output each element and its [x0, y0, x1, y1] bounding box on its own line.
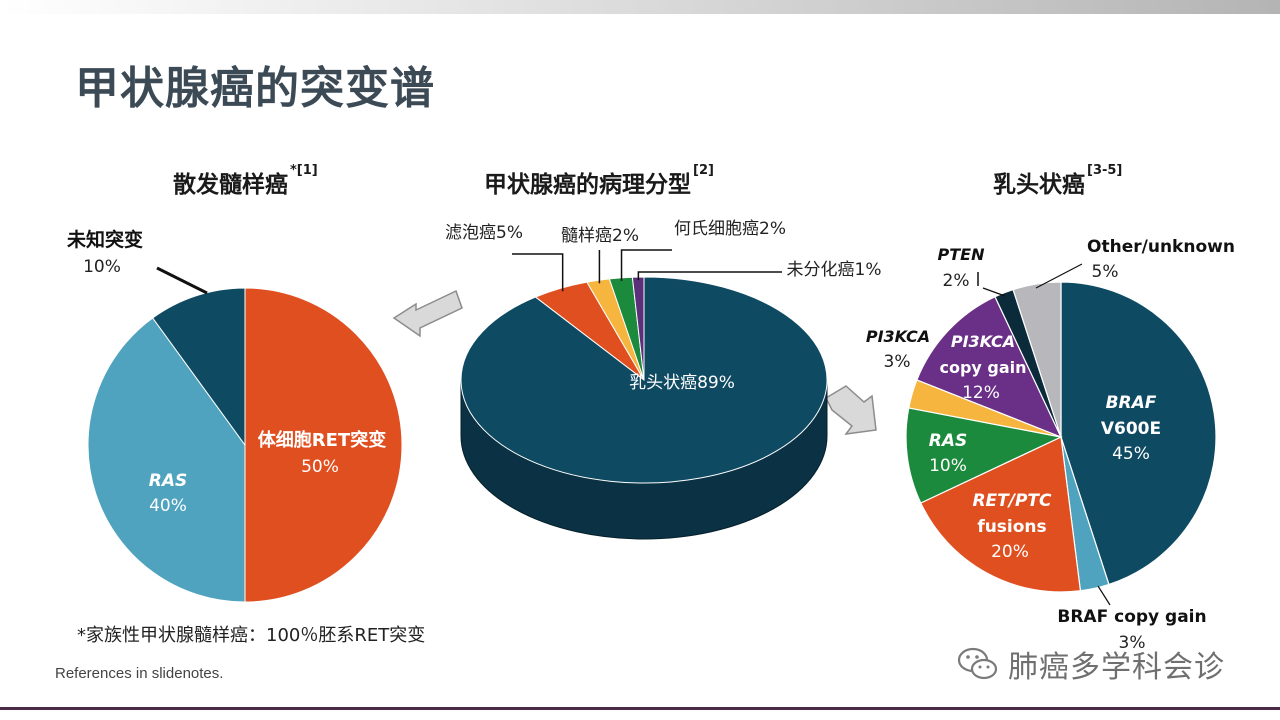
slice-label-retptc-gene: RET/PTC — [972, 491, 1052, 511]
pie-chart-papillary: BRAF V600E 45% RET/PTC fusions 20% RAS 10% PI3KC… — [866, 237, 1235, 653]
slice-pi3kca-copy-gain — [916, 295, 1063, 439]
slice-label-pten: PTEN — [938, 245, 986, 264]
slide-title: 甲状腺癌的突变谱 — [75, 63, 435, 114]
slice-label-papillary: 乳头状癌89% — [629, 373, 735, 393]
slice-other-unknown — [1012, 281, 1062, 438]
slice-unknown — [152, 287, 246, 447]
slice-pct-retptc: 20% — [991, 542, 1029, 562]
slice-ras — [905, 407, 1063, 504]
slice-label-braf-variant: V600E — [1101, 419, 1161, 439]
center-chart-title-text: 甲状腺癌的病理分型 — [484, 172, 691, 198]
slice-label-braf-gene: BRAF — [1106, 393, 1157, 413]
center-chart-title-ref: [2] — [693, 163, 714, 178]
slice-braf-v600e — [1060, 281, 1217, 586]
slice-ret-ptc-fusions — [919, 436, 1082, 593]
leader-line — [982, 287, 1006, 297]
slice-pct-braf: 45% — [1112, 444, 1150, 464]
left-chart-title-ref: *[1] — [290, 163, 318, 178]
left-chart-title-text: 散发髓样癌 — [173, 172, 288, 198]
leader-line — [512, 253, 564, 292]
slice-pct-ras: 40% — [149, 496, 187, 516]
slice-pct-pi3kca-cg: 12% — [962, 383, 1000, 403]
slice-pct-pten: 2% — [943, 271, 970, 291]
slice-label-hurthle: 何氏细胞癌2% — [674, 219, 786, 239]
arrow-left-icon — [392, 289, 463, 338]
slice-pct-pi3kca: 3% — [884, 352, 911, 372]
slice-label-pi3kca: PI3KCA — [866, 327, 930, 346]
references-note: References in slidenotes. — [55, 665, 224, 682]
top-gradient-bar — [0, 0, 1280, 14]
leader-line — [156, 266, 208, 295]
leader-line — [1097, 585, 1111, 606]
leader-line — [637, 271, 782, 281]
slice-label-medullary: 髓样癌2% — [561, 226, 639, 246]
pie-chart-medullary: 体细胞RET突变 50% RAS 40% 未知突变 10% — [66, 228, 403, 603]
slice-pct-ret: 50% — [301, 457, 339, 477]
watermark-text: 肺癌多学科会诊 — [1008, 650, 1225, 685]
slice-pct-ras: 10% — [929, 456, 967, 476]
right-chart-title-ref: [3-5] — [1087, 163, 1123, 178]
slice-label-ras: RAS — [929, 431, 968, 451]
slice-label-anaplastic: 未分化癌1% — [787, 260, 882, 280]
slice-label-retptc-type: fusions — [977, 517, 1046, 537]
right-chart-title-text: 乳头状癌 — [993, 172, 1085, 198]
leader-line — [620, 249, 672, 281]
slice-label-pi3kca-cg-gene: PI3KCA — [951, 332, 1015, 351]
slice-label-follicular: 滤泡癌5% — [445, 223, 523, 243]
slice-label-pi3kca-cg-type: copy gain — [939, 358, 1026, 377]
watermark: 肺癌多学科会诊 — [956, 642, 1225, 686]
slice-pct-unknown: 10% — [83, 257, 121, 277]
arrows-group — [392, 289, 877, 435]
left-chart-title: 散发髓样癌*[1] — [173, 163, 318, 199]
pie-chart-pathology: 乳头状癌89% 滤泡癌5% 髓样癌2% 何氏细胞癌2% 未分化癌1% — [445, 219, 882, 540]
slice-label-other: Other/unknown — [1087, 237, 1235, 257]
bottom-bar — [0, 707, 1280, 710]
arrow-right-icon — [825, 385, 877, 435]
slice-pct-other: 5% — [1092, 262, 1119, 282]
footnote: *家族性甲状腺髓样癌：100％胚系RET突变 — [77, 625, 426, 646]
slice-label-ras: RAS — [149, 471, 188, 491]
slice-label-braf-copy-gain: BRAF copy gain — [1057, 607, 1206, 627]
slice-ras — [87, 317, 246, 603]
leader-line — [1035, 263, 1083, 289]
slice-label-unknown: 未知突变 — [66, 228, 143, 251]
slice-label-ret: 体细胞RET突变 — [258, 429, 386, 451]
wechat-icon — [957, 647, 998, 680]
slice-pct-braf-copy-gain: 3% — [1119, 633, 1146, 653]
right-chart-title: 乳头状癌[3-5] — [993, 163, 1123, 199]
slice-papillary — [460, 276, 828, 484]
slice-ret — [244, 287, 403, 603]
center-chart-title: 甲状腺癌的病理分型[2] — [484, 163, 714, 199]
